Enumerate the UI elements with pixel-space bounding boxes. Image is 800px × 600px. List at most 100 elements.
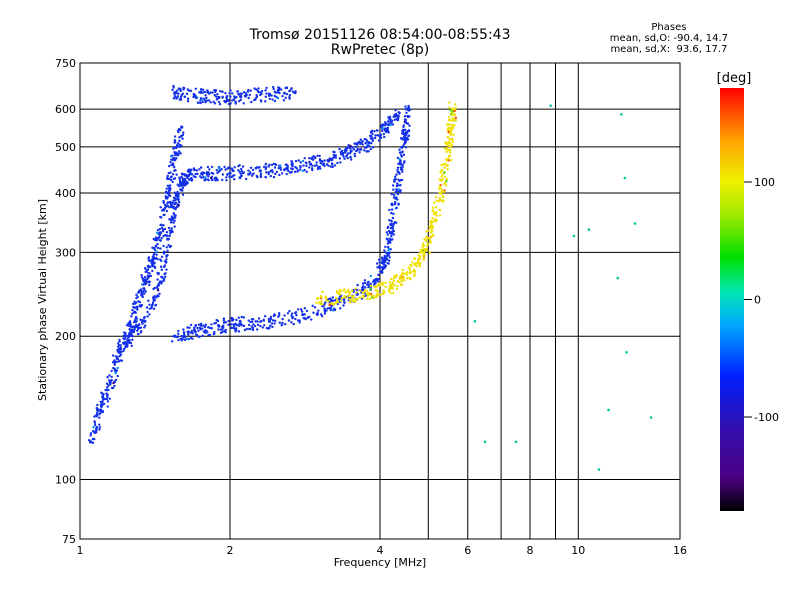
data-point [312, 311, 315, 314]
data-point [422, 250, 426, 255]
data-point [221, 178, 224, 182]
data-point [273, 90, 277, 94]
data-point [237, 169, 240, 172]
data-point [433, 201, 436, 204]
data-point [350, 158, 353, 161]
data-point [136, 295, 139, 298]
data-point [376, 266, 379, 269]
data-point [146, 276, 150, 279]
data-point [382, 132, 386, 136]
data-point [439, 185, 442, 188]
data-point [222, 326, 225, 329]
data-point [181, 193, 185, 196]
data-point [323, 303, 326, 306]
data-point [371, 136, 374, 140]
data-point [217, 328, 220, 331]
data-point [224, 328, 227, 332]
data-point [418, 251, 422, 254]
data-point [451, 137, 454, 141]
data-point [230, 99, 234, 102]
data-point [263, 100, 267, 103]
data-point [329, 297, 332, 300]
data-point [305, 170, 309, 174]
data-point [248, 93, 251, 97]
data-point [390, 220, 393, 223]
data-point [278, 91, 281, 95]
data-point [334, 154, 337, 157]
data-point [259, 175, 263, 179]
data-point [332, 302, 336, 306]
data-point [349, 149, 353, 153]
data-point [401, 137, 404, 141]
data-point [162, 201, 165, 205]
data-point [267, 171, 270, 174]
data-point [333, 298, 337, 302]
data-point [169, 244, 173, 248]
data-point [277, 311, 281, 315]
data-point [249, 171, 252, 174]
data-point [370, 134, 373, 138]
data-point [214, 321, 218, 325]
data-point [187, 333, 190, 336]
data-point [183, 335, 187, 339]
data-point [377, 273, 380, 277]
data-point [173, 334, 177, 338]
data-point [196, 172, 199, 176]
chart-title: Tromsø 20151126 08:54:00-08:55:43 RwPret… [220, 28, 540, 58]
data-point [194, 96, 198, 100]
y-tick-label: 400 [55, 187, 76, 200]
data-point [341, 151, 345, 155]
data-point [204, 331, 207, 335]
y-tick-label: 75 [62, 533, 76, 546]
data-point [288, 94, 292, 97]
data-point [186, 176, 189, 180]
colorbar-ticks: 100 0 -100 [744, 176, 779, 424]
data-point [373, 136, 377, 140]
data-point [143, 267, 147, 270]
x-tick-label: 10 [571, 544, 585, 557]
data-point [348, 290, 351, 294]
data-point [153, 246, 156, 250]
data-point [162, 199, 165, 203]
data-point [89, 432, 93, 435]
data-point [393, 175, 397, 179]
data-point [297, 169, 300, 172]
data-point [96, 403, 99, 407]
data-point [242, 324, 246, 328]
data-point [166, 174, 169, 178]
data-point [179, 128, 182, 132]
data-point [145, 306, 149, 309]
data-point [366, 145, 369, 148]
data-point [174, 198, 177, 202]
data-point [473, 319, 477, 323]
data-point [229, 89, 232, 92]
data-point [210, 323, 213, 326]
data-point [383, 135, 386, 139]
data-point [289, 167, 293, 170]
data-point [304, 161, 308, 164]
data-point [378, 261, 381, 264]
data-point [333, 164, 337, 167]
data-point [406, 277, 409, 280]
data-point [173, 214, 177, 217]
data-point [404, 146, 408, 149]
y-axis-label: Stationary phase Virtual Height [km] [36, 199, 49, 401]
data-point [403, 160, 406, 163]
data-point [186, 337, 190, 341]
data-point [176, 190, 179, 194]
data-point [387, 239, 390, 242]
data-point [111, 386, 115, 390]
data-point [250, 317, 254, 321]
data-point [123, 342, 126, 346]
data-point [446, 144, 450, 148]
data-point [383, 257, 387, 262]
data-point [140, 273, 143, 277]
data-point [106, 400, 110, 403]
data-point [353, 154, 357, 158]
data-point [389, 248, 392, 251]
data-point [369, 287, 372, 291]
data-point [113, 384, 116, 388]
data-point [189, 336, 193, 340]
data-point [149, 274, 153, 278]
data-point [351, 146, 354, 149]
